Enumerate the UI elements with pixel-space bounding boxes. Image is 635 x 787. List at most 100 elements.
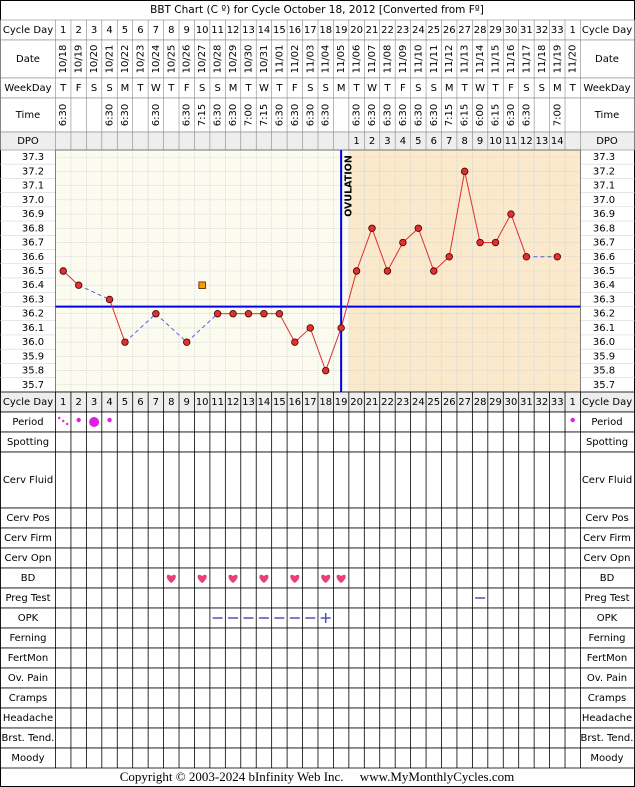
bd-heart <box>166 574 176 583</box>
temp-point <box>383 267 392 275</box>
temp-connector <box>464 171 481 243</box>
row-label: Brst. Tend. <box>581 733 634 744</box>
cycle-day: 21 <box>366 397 379 408</box>
excluded-point <box>198 281 206 289</box>
cycle-day: 8 <box>168 397 174 408</box>
row-label: WeekDay <box>583 83 630 94</box>
cycle-day: 1 <box>570 397 576 408</box>
row-label: Moody <box>590 753 623 764</box>
row-label: BD <box>21 573 36 584</box>
date: 10/23 <box>135 45 146 74</box>
time: 6:30 <box>182 104 193 126</box>
temp-point <box>399 238 407 247</box>
weekday: S <box>307 83 313 94</box>
y-tick-label: 36.8 <box>22 223 44 234</box>
weekday: T <box>491 83 499 94</box>
weekday: W <box>475 83 485 94</box>
row-label: Cerv Fluid <box>582 475 632 486</box>
weekday: F <box>508 83 514 94</box>
cycle-day: 7 <box>153 25 159 36</box>
y-tick-label: 36.2 <box>22 309 44 320</box>
cycle-day: 23 <box>397 25 410 36</box>
time: 7:00 <box>552 104 563 126</box>
cycle-day: 1 <box>60 25 66 36</box>
weekday: M <box>337 83 346 94</box>
date: 10/22 <box>120 45 131 74</box>
time: 6:30 <box>274 104 285 126</box>
y-tick-label: 36.0 <box>593 337 615 348</box>
weekday: S <box>431 83 437 94</box>
weekday: M <box>553 83 562 94</box>
temp-connector <box>495 213 512 243</box>
cycle-day: 30 <box>505 397 518 408</box>
bd-heart <box>321 574 331 583</box>
weekday: W <box>259 83 269 94</box>
cycle-day: 26 <box>443 25 456 36</box>
temp-connector <box>309 327 327 371</box>
sheet-row <box>0 747 635 769</box>
cycle-day: 5 <box>122 25 128 36</box>
chart-title: BBT Chart (C º) for Cycle October 18, 20… <box>150 4 484 16</box>
date: 10/25 <box>166 45 177 74</box>
weekday: W <box>151 83 161 94</box>
cycle-day: 19 <box>335 397 348 408</box>
date: 11/20 <box>568 45 579 74</box>
y-tick-label: 36.4 <box>22 280 44 291</box>
y-tick-label: 37.0 <box>593 195 615 206</box>
y-tick-label: 36.8 <box>593 223 615 234</box>
dpo: 2 <box>369 136 375 147</box>
temp-point <box>275 310 284 318</box>
temp-point <box>507 210 515 218</box>
bd-heart <box>336 574 346 583</box>
cycle-day: 13 <box>242 25 255 36</box>
bd-heart <box>197 574 207 583</box>
row-label: Cerv Firm <box>583 533 631 544</box>
y-tick-label: 36.5 <box>22 266 44 277</box>
y-tick-label: 37.2 <box>22 166 44 177</box>
cycle-day: 16 <box>288 25 301 36</box>
cycle-day: 13 <box>242 397 255 408</box>
cycle-day: 2 <box>75 397 81 408</box>
row-label: Moody <box>11 753 44 764</box>
row-label: OPK <box>18 613 39 624</box>
weekday: S <box>91 83 97 94</box>
y-tick-label: 36.7 <box>593 238 615 249</box>
cycle-day: 15 <box>273 397 286 408</box>
row-label: Spotting <box>586 437 628 448</box>
row-label: Time <box>594 110 619 121</box>
temp-point <box>460 167 469 176</box>
cycle-day: 29 <box>489 397 502 408</box>
bd-heart <box>259 574 269 583</box>
row-label: BD <box>600 573 615 584</box>
date: 11/04 <box>321 45 332 74</box>
row-label: Date <box>595 54 619 65</box>
cycle-day: 5 <box>122 397 128 408</box>
weekday: W <box>367 83 377 94</box>
temp-connector <box>325 327 342 371</box>
cycle-day: 9 <box>184 397 190 408</box>
sheet-row <box>0 567 635 589</box>
date: 11/05 <box>336 45 347 74</box>
temp-connector <box>356 228 373 272</box>
row-label: Ferning <box>9 633 46 644</box>
y-tick-label: 37.3 <box>22 152 44 163</box>
cycle-day: 18 <box>319 25 332 36</box>
date: 10/29 <box>228 45 239 74</box>
date: 11/18 <box>537 45 548 74</box>
cycle-day: 19 <box>335 25 348 36</box>
row-label: Cerv Pos <box>585 513 628 524</box>
weekday: F <box>76 83 82 94</box>
date: 11/10 <box>413 45 424 74</box>
y-tick-label: 36.9 <box>593 209 615 220</box>
sheet-row <box>0 527 635 549</box>
cycle-day: 25 <box>427 397 440 408</box>
date: 11/17 <box>521 45 532 74</box>
row-label: Cycle Day <box>3 397 53 408</box>
cycle-day: 33 <box>551 397 564 408</box>
weekday: S <box>106 83 112 94</box>
dpo: 9 <box>477 136 483 147</box>
weekday: T <box>569 83 577 94</box>
date: 11/01 <box>274 45 285 74</box>
temp-point <box>553 253 561 261</box>
cycle-day: 20 <box>350 25 363 36</box>
